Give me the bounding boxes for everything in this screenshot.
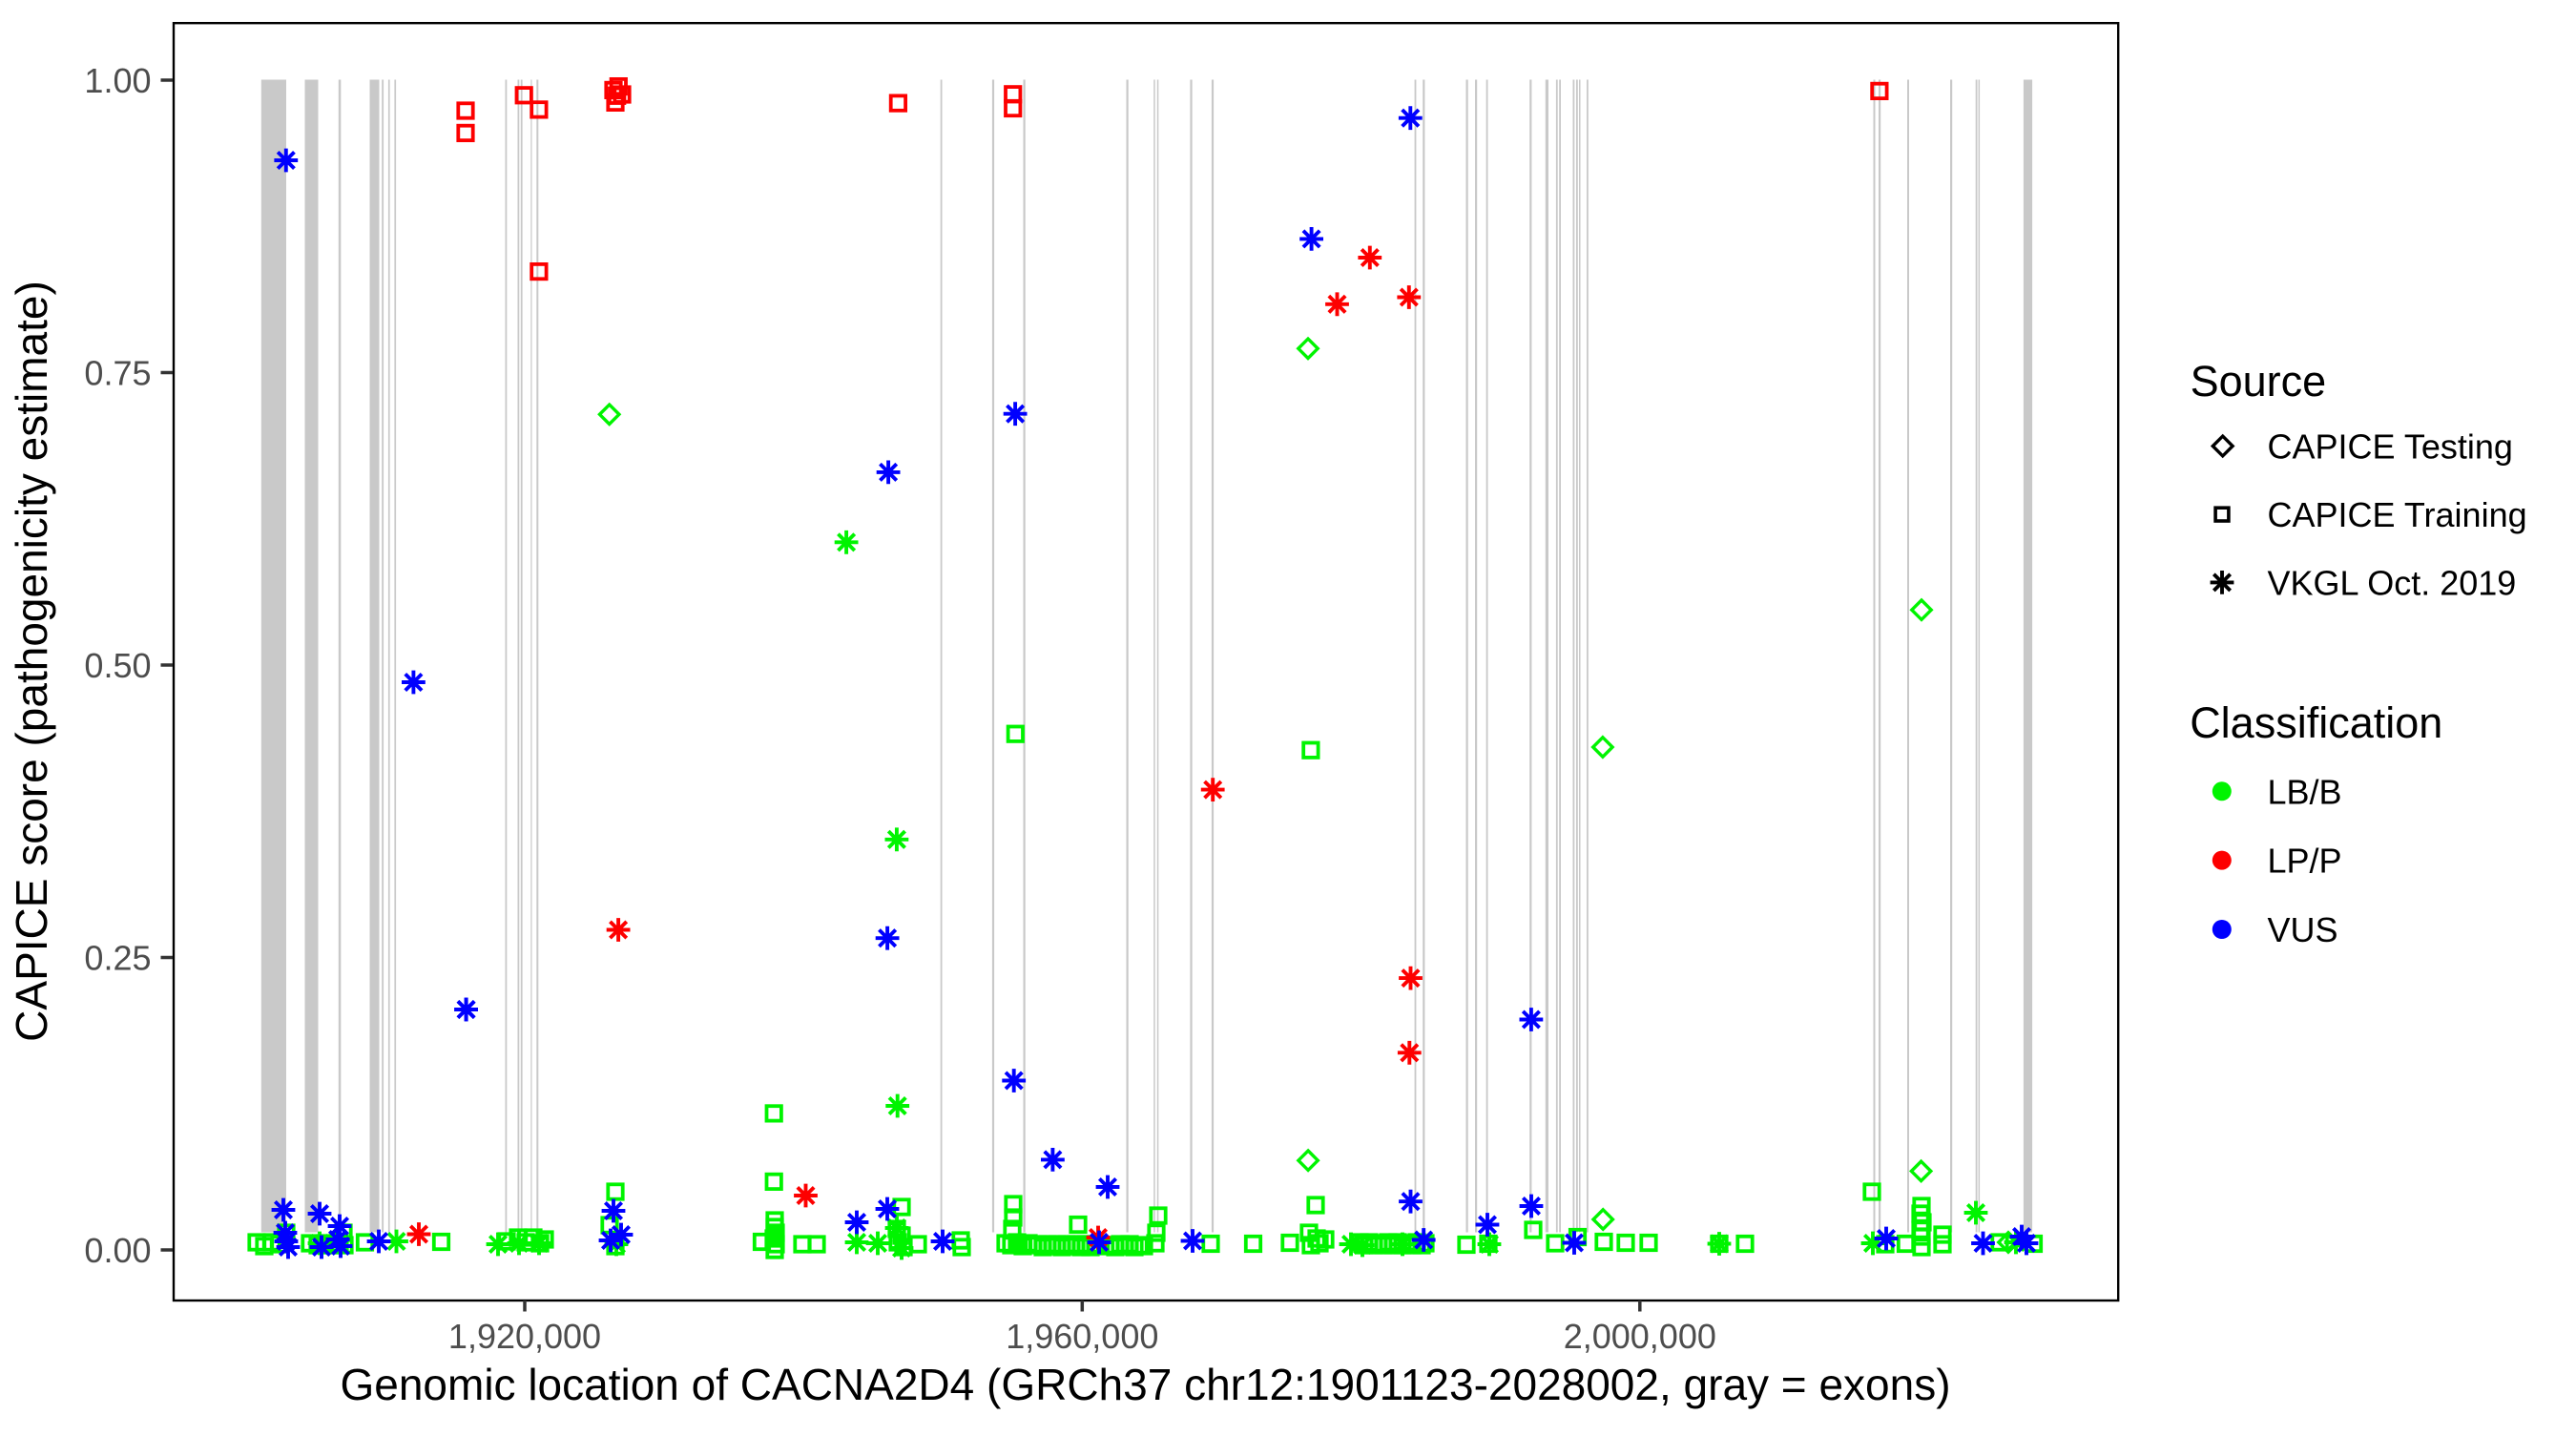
- svg-text:Source: Source: [2191, 357, 2327, 406]
- svg-text:VUS: VUS: [2268, 910, 2338, 949]
- svg-text:0.25: 0.25: [84, 939, 151, 978]
- svg-text:CAPICE Training: CAPICE Training: [2268, 495, 2527, 534]
- svg-text:CAPICE Testing: CAPICE Testing: [2268, 427, 2513, 467]
- svg-text:0.75: 0.75: [84, 354, 151, 393]
- svg-text:Genomic location of CACNA2D4 (: Genomic location of CACNA2D4 (GRCh37 chr…: [340, 1360, 1950, 1409]
- svg-text:2,000,000: 2,000,000: [1564, 1317, 1716, 1356]
- svg-text:Classification: Classification: [2190, 698, 2442, 747]
- svg-text:LB/B: LB/B: [2268, 772, 2342, 811]
- svg-text:LP/P: LP/P: [2268, 842, 2342, 881]
- svg-text:1,960,000: 1,960,000: [1006, 1317, 1158, 1356]
- svg-text:VKGL Oct. 2019: VKGL Oct. 2019: [2268, 563, 2517, 602]
- svg-text:CAPICE score (pathogenicity es: CAPICE score (pathogenicity estimate): [7, 281, 56, 1042]
- svg-text:1.00: 1.00: [84, 61, 151, 100]
- svg-text:0.00: 0.00: [84, 1231, 151, 1270]
- svg-text:0.50: 0.50: [84, 646, 151, 685]
- svg-text:1,920,000: 1,920,000: [448, 1317, 601, 1356]
